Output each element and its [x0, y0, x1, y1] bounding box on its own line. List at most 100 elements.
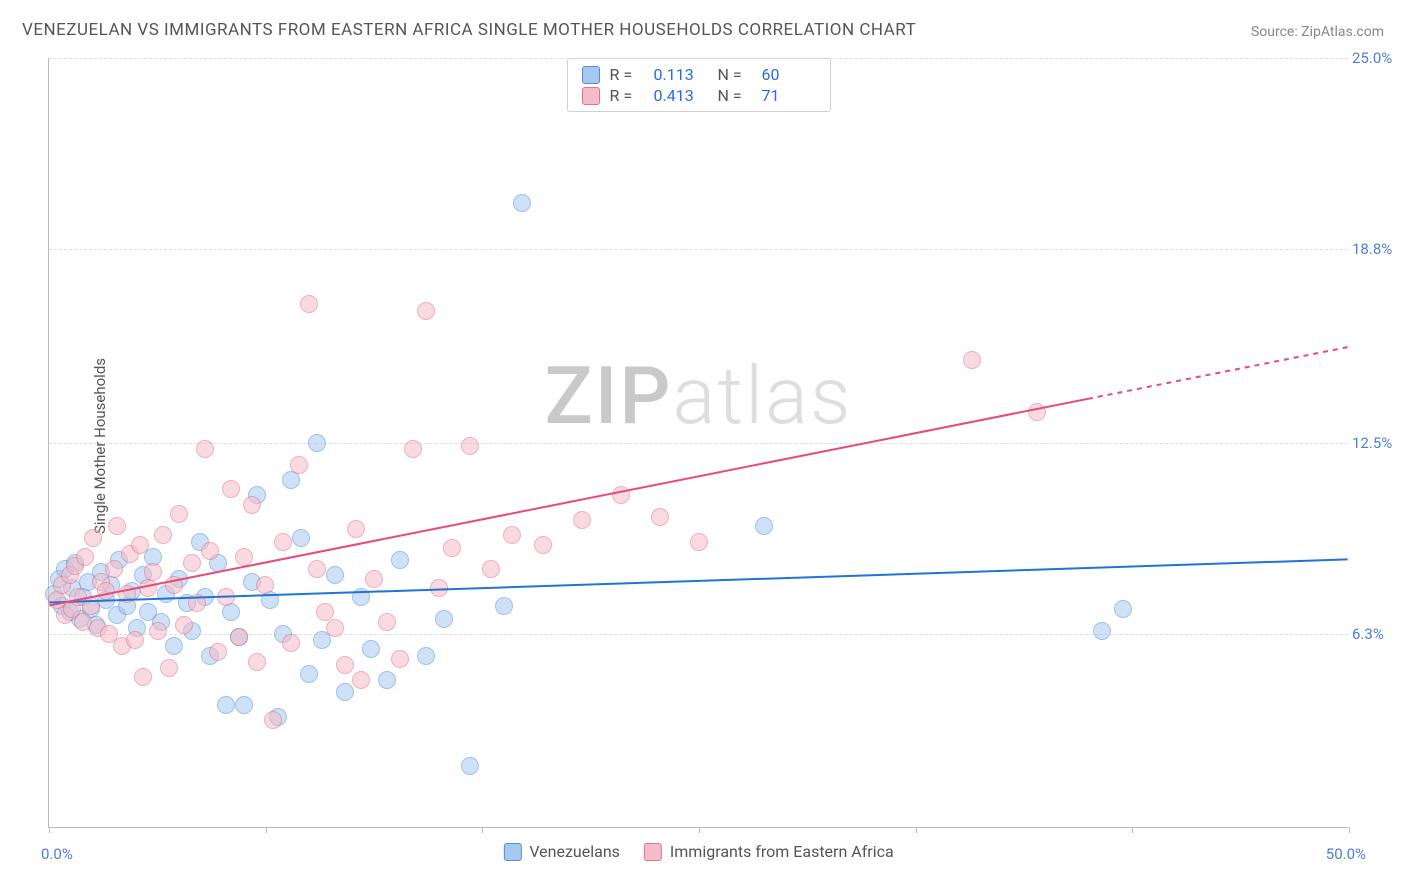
series-legend: Venezuelans Immigrants from Eastern Afri… — [503, 842, 893, 861]
legend-swatch-venezuelans — [582, 66, 600, 84]
scatter-point-venezuelans — [165, 637, 183, 655]
scatter-point-venezuelans — [261, 591, 279, 609]
scatter-point-eastern_africa — [248, 653, 266, 671]
legend-n-value-eastern-africa: 71 — [762, 86, 816, 105]
scatter-point-eastern_africa — [76, 548, 94, 566]
scatter-point-eastern_africa — [188, 594, 206, 612]
y-tick-label: 25.0% — [1352, 49, 1398, 67]
scatter-point-eastern_africa — [404, 440, 422, 458]
x-axis-min-label: 0.0% — [41, 845, 73, 863]
trend-line-dashed-eastern_africa — [1088, 347, 1348, 399]
scatter-point-eastern_africa — [482, 560, 500, 578]
scatter-point-eastern_africa — [149, 622, 167, 640]
scatter-point-venezuelans — [336, 683, 354, 701]
scatter-point-eastern_africa — [134, 668, 152, 686]
scatter-point-eastern_africa — [651, 508, 669, 526]
scatter-point-eastern_africa — [201, 542, 219, 560]
x-axis-max-label: 50.0% — [1326, 845, 1366, 863]
legend-n-label: N = — [718, 65, 752, 84]
x-tick — [699, 827, 700, 833]
scatter-point-eastern_africa — [573, 511, 591, 529]
scatter-point-eastern_africa — [105, 560, 123, 578]
scatter-point-venezuelans — [222, 603, 240, 621]
scatter-point-eastern_africa — [209, 643, 227, 661]
scatter-point-eastern_africa — [183, 554, 201, 572]
scatter-point-venezuelans — [391, 551, 409, 569]
scatter-point-eastern_africa — [160, 659, 178, 677]
scatter-point-eastern_africa — [290, 456, 308, 474]
scatter-point-eastern_africa — [97, 582, 115, 600]
gridline — [49, 249, 1348, 250]
scatter-point-eastern_africa — [417, 302, 435, 320]
scatter-point-eastern_africa — [264, 711, 282, 729]
legend-label-eastern-africa: Immigrants from Eastern Africa — [670, 842, 894, 861]
legend-n-label: N = — [718, 86, 752, 105]
scatter-point-eastern_africa — [108, 517, 126, 535]
scatter-point-eastern_africa — [391, 650, 409, 668]
scatter-point-eastern_africa — [963, 351, 981, 369]
scatter-point-eastern_africa — [443, 539, 461, 557]
scatter-point-eastern_africa — [430, 579, 448, 597]
scatter-point-venezuelans — [755, 517, 773, 535]
scatter-point-eastern_africa — [503, 526, 521, 544]
legend-swatch-venezuelans — [503, 843, 521, 861]
scatter-point-eastern_africa — [139, 579, 157, 597]
legend-r-label: R = — [610, 86, 644, 105]
scatter-point-eastern_africa — [282, 634, 300, 652]
scatter-point-venezuelans — [378, 671, 396, 689]
scatter-point-venezuelans — [417, 647, 435, 665]
scatter-point-eastern_africa — [690, 533, 708, 551]
scatter-point-venezuelans — [300, 665, 318, 683]
x-tick — [266, 827, 267, 833]
watermark: ZIPatlas — [545, 349, 853, 443]
scatter-point-eastern_africa — [170, 505, 188, 523]
legend-r-value-venezuelans: 0.113 — [654, 65, 708, 84]
x-tick — [1349, 827, 1350, 833]
scatter-point-eastern_africa — [154, 526, 172, 544]
scatter-plot-area: ZIPatlas R = 0.113 N = 60 R = 0.413 N = … — [48, 58, 1348, 828]
scatter-point-venezuelans — [362, 640, 380, 658]
scatter-point-eastern_africa — [84, 529, 102, 547]
chart-title: VENEZUELAN VS IMMIGRANTS FROM EASTERN AF… — [22, 20, 916, 40]
scatter-point-eastern_africa — [274, 533, 292, 551]
scatter-point-eastern_africa — [175, 616, 193, 634]
scatter-point-venezuelans — [435, 610, 453, 628]
scatter-point-eastern_africa — [118, 585, 136, 603]
scatter-point-eastern_africa — [144, 563, 162, 581]
scatter-point-eastern_africa — [196, 440, 214, 458]
correlation-legend: R = 0.113 N = 60 R = 0.413 N = 71 — [567, 58, 831, 112]
scatter-point-venezuelans — [217, 696, 235, 714]
legend-r-value-eastern-africa: 0.413 — [654, 86, 708, 105]
scatter-point-eastern_africa — [217, 588, 235, 606]
scatter-point-eastern_africa — [131, 536, 149, 554]
scatter-point-eastern_africa — [612, 486, 630, 504]
legend-r-label: R = — [610, 65, 644, 84]
scatter-point-eastern_africa — [165, 576, 183, 594]
scatter-point-eastern_africa — [1028, 403, 1046, 421]
scatter-point-eastern_africa — [336, 656, 354, 674]
x-tick — [916, 827, 917, 833]
legend-swatch-eastern-africa — [582, 87, 600, 105]
scatter-point-eastern_africa — [534, 536, 552, 554]
y-tick-label: 6.3% — [1352, 625, 1398, 643]
scatter-point-eastern_africa — [365, 570, 383, 588]
x-tick — [482, 827, 483, 833]
scatter-point-venezuelans — [326, 566, 344, 584]
trend-line-eastern_africa — [49, 399, 1088, 606]
scatter-point-eastern_africa — [222, 480, 240, 498]
x-tick — [1132, 827, 1133, 833]
scatter-point-eastern_africa — [230, 628, 248, 646]
y-tick-label: 12.5% — [1352, 434, 1398, 452]
scatter-point-eastern_africa — [256, 576, 274, 594]
scatter-point-eastern_africa — [308, 560, 326, 578]
scatter-point-venezuelans — [282, 471, 300, 489]
x-tick — [49, 827, 50, 833]
scatter-point-eastern_africa — [347, 520, 365, 538]
legend-swatch-eastern-africa — [644, 843, 662, 861]
y-tick-label: 18.8% — [1352, 240, 1398, 258]
legend-label-venezuelans: Venezuelans — [529, 842, 620, 861]
scatter-point-eastern_africa — [378, 613, 396, 631]
scatter-point-eastern_africa — [235, 548, 253, 566]
legend-n-value-venezuelans: 60 — [762, 65, 816, 84]
scatter-point-eastern_africa — [326, 619, 344, 637]
